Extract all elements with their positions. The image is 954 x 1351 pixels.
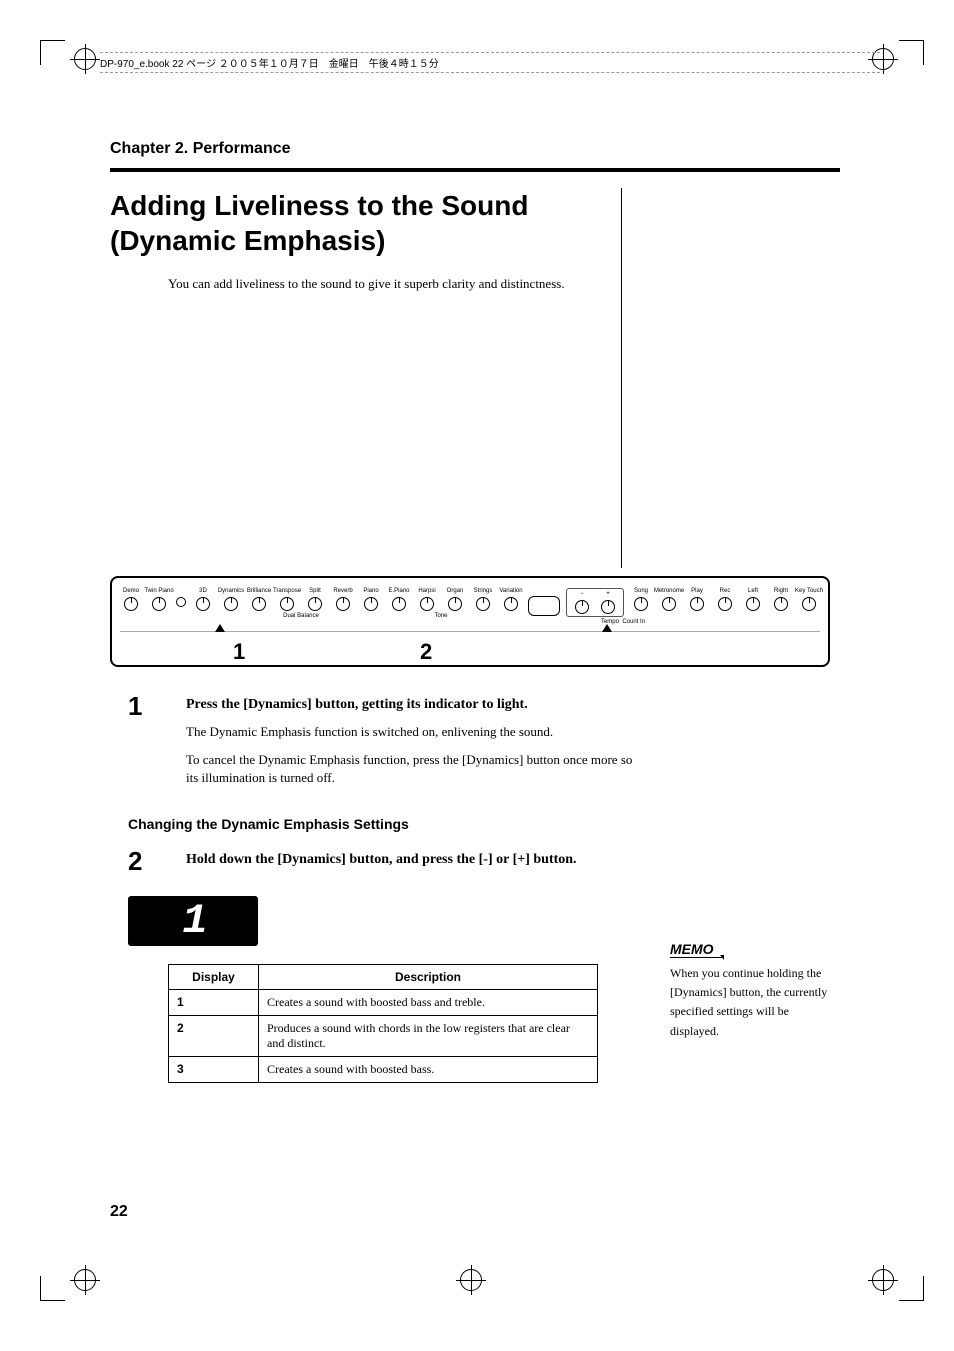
knob-icon xyxy=(504,597,518,611)
knob-label: Harpsi xyxy=(418,588,435,595)
knob-icon xyxy=(634,597,648,611)
knob-label: E.Piano xyxy=(388,588,409,595)
page-number: 22 xyxy=(110,1203,128,1221)
knob-icon xyxy=(224,597,238,611)
callout-number: 2 xyxy=(420,639,432,665)
knob-label: − xyxy=(580,591,584,598)
knob-label: Metronome xyxy=(654,588,684,595)
knob-label: Rec xyxy=(720,588,731,595)
step-number: 2 xyxy=(128,846,168,877)
knob-icon xyxy=(746,597,760,611)
tone-group-label: Tone xyxy=(360,613,522,619)
knob-icon xyxy=(448,597,462,611)
knob-icon xyxy=(392,597,406,611)
table-cell: 1 xyxy=(169,989,259,1015)
knob-icon xyxy=(601,600,615,614)
knob-icon xyxy=(196,597,210,611)
crop-bracket xyxy=(899,40,924,65)
divider xyxy=(110,168,840,172)
knob-icon xyxy=(252,597,266,611)
knob-icon xyxy=(774,597,788,611)
registration-mark-icon xyxy=(460,1269,482,1291)
knob-icon xyxy=(336,597,350,611)
crop-bracket xyxy=(40,40,65,65)
knob-icon xyxy=(364,597,378,611)
registration-mark-icon xyxy=(74,1269,96,1291)
table-row: 3 Creates a sound with boosted bass. xyxy=(169,1056,598,1082)
knob-icon xyxy=(152,597,166,611)
table-header: Display xyxy=(169,964,259,989)
step-heading: Press the [Dynamics] button, getting its… xyxy=(186,691,638,713)
knob-icon xyxy=(690,597,704,611)
knob-label: Brilliance xyxy=(247,588,271,595)
knob-label: Split xyxy=(309,588,321,595)
section-title: Adding Liveliness to the Sound (Dynamic … xyxy=(110,188,603,258)
knob-icon xyxy=(124,597,138,611)
lcd-display: 1 xyxy=(128,896,258,946)
knob-label: Dynamics xyxy=(218,588,244,595)
registration-mark-icon xyxy=(74,48,96,70)
chapter-title: Chapter 2. Performance xyxy=(110,140,840,158)
display-icon xyxy=(528,596,560,616)
control-panel-diagram: Demo Twin Piano 3D Dynamics Brilliance T… xyxy=(110,576,830,667)
print-header-note: DP-970_e.book 22 ページ ２００５年１０月７日 金曜日 午後４時… xyxy=(100,52,880,73)
knob-label: Transpose xyxy=(273,588,301,595)
knob-label: Piano xyxy=(363,588,378,595)
knob-icon xyxy=(308,597,322,611)
registration-mark-icon xyxy=(872,1269,894,1291)
knob-label: Twin Piano xyxy=(144,588,173,595)
knob-label: Left xyxy=(748,588,758,595)
knob-label: Strings xyxy=(474,588,493,595)
table-row: 2 Produces a sound with chords in the lo… xyxy=(169,1015,598,1056)
knob-label: Right xyxy=(774,588,788,595)
knob-label: Variation xyxy=(499,588,522,595)
subsection-heading: Changing the Dynamic Emphasis Settings xyxy=(128,816,638,832)
knob-icon xyxy=(476,597,490,611)
jack-icon xyxy=(176,597,186,607)
step-number: 1 xyxy=(128,691,168,722)
arrow-up-icon xyxy=(215,624,225,632)
arrow-up-icon xyxy=(602,624,612,632)
knob-label: 3D xyxy=(199,588,207,595)
knob-label: Play xyxy=(691,588,703,595)
knob-label: Demo xyxy=(123,588,139,595)
knob-icon xyxy=(280,597,294,611)
lcd-value: 1 xyxy=(182,897,203,945)
table-row: 1 Creates a sound with boosted bass and … xyxy=(169,989,598,1015)
knob-icon xyxy=(662,597,676,611)
knob-label: + xyxy=(606,591,610,598)
table-cell: Creates a sound with boosted bass and tr… xyxy=(259,989,598,1015)
table-cell: 3 xyxy=(169,1056,259,1082)
knob-icon xyxy=(420,597,434,611)
table-header: Description xyxy=(259,964,598,989)
settings-table: Display Description 1 Creates a sound wi… xyxy=(168,964,598,1083)
knob-icon xyxy=(718,597,732,611)
sub-label: Dual Balance xyxy=(248,613,354,619)
knob-label: Reverb xyxy=(333,588,352,595)
step-text: To cancel the Dynamic Emphasis function,… xyxy=(186,751,638,787)
crop-bracket xyxy=(899,1276,924,1301)
knob-label: Song xyxy=(634,588,648,595)
memo-label: MEMO xyxy=(670,941,722,958)
sub-label: Count In xyxy=(622,619,645,625)
table-cell: Produces a sound with chords in the low … xyxy=(259,1015,598,1056)
memo-text: When you continue holding the [Dynamics]… xyxy=(670,964,840,1041)
knob-icon xyxy=(575,600,589,614)
callout-number: 1 xyxy=(233,639,245,665)
knob-label: Key Touch xyxy=(795,588,823,595)
crop-bracket xyxy=(40,1276,65,1301)
knob-label: Organ xyxy=(447,588,464,595)
knob-icon xyxy=(802,597,816,611)
step-text: The Dynamic Emphasis function is switche… xyxy=(186,723,638,741)
intro-text: You can add liveliness to the sound to g… xyxy=(168,276,603,292)
step-heading: Hold down the [Dynamics] button, and pre… xyxy=(186,846,638,868)
table-cell: 2 xyxy=(169,1015,259,1056)
table-cell: Creates a sound with boosted bass. xyxy=(259,1056,598,1082)
